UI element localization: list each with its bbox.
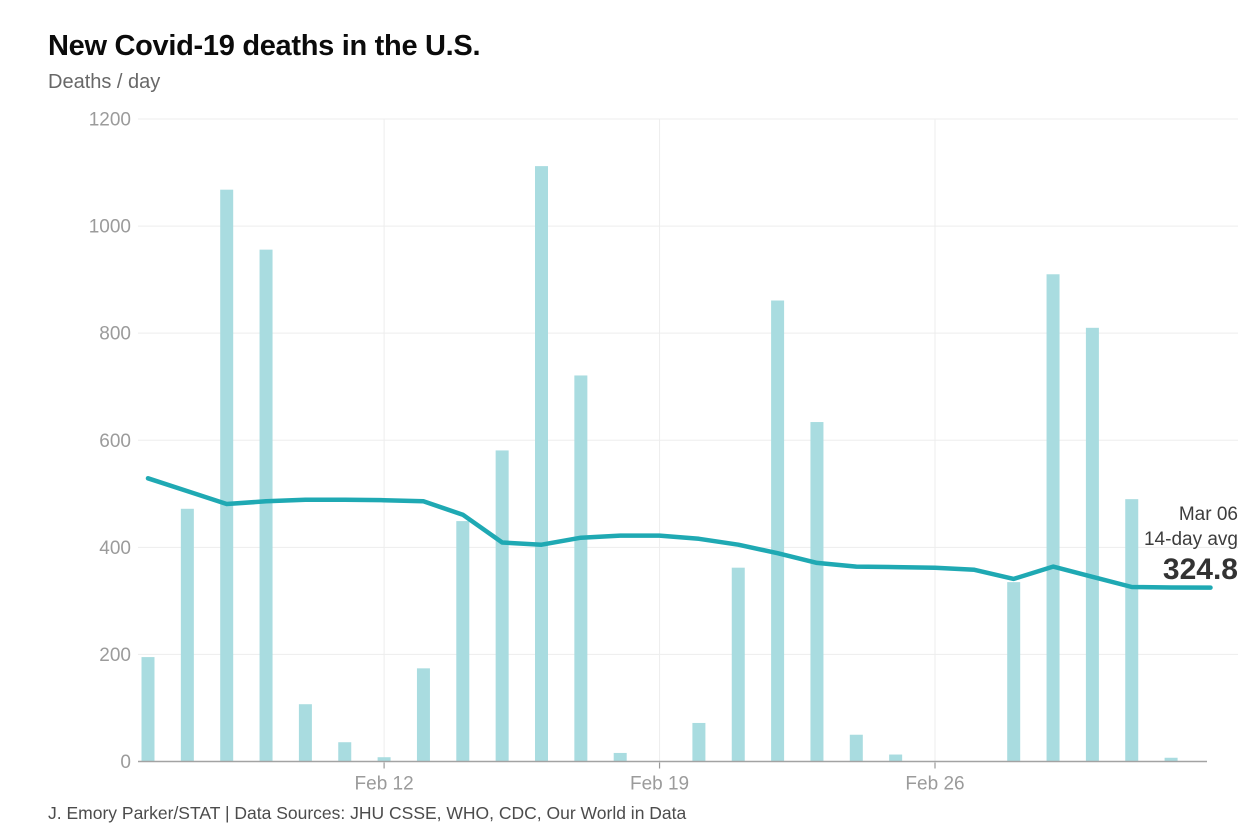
x-axis bbox=[138, 760, 1207, 769]
daily-deaths-bar bbox=[220, 189, 234, 762]
page-title: New Covid-19 deaths in the U.S. bbox=[48, 30, 481, 62]
gridlines bbox=[138, 118, 1238, 762]
latest-value-annotation: Mar 06 14-day avg 324.8 bbox=[1144, 502, 1238, 587]
daily-deaths-bar bbox=[771, 300, 785, 762]
x-axis-label: Feb 12 bbox=[355, 774, 414, 795]
y-axis-label: 0 bbox=[120, 752, 131, 773]
y-axis-label: 800 bbox=[99, 324, 131, 345]
daily-deaths-bar bbox=[810, 422, 824, 762]
y-axis-label: 1000 bbox=[89, 217, 131, 238]
daily-deaths-bar bbox=[1085, 327, 1099, 762]
daily-deaths-bar bbox=[1125, 499, 1139, 762]
y-axis-label: 600 bbox=[99, 431, 131, 452]
y-axis-label: 200 bbox=[99, 645, 131, 666]
daily-deaths-bar bbox=[613, 752, 627, 762]
daily-deaths-bar bbox=[1007, 582, 1021, 762]
daily-deaths-bar bbox=[456, 521, 470, 762]
y-axis-label: 1200 bbox=[89, 110, 131, 131]
x-axis-label: Feb 19 bbox=[630, 774, 689, 795]
y-axis-label: 400 bbox=[99, 538, 131, 559]
annotation-date: Mar 06 bbox=[1178, 504, 1238, 525]
daily-deaths-bar bbox=[574, 375, 588, 762]
daily-deaths-bar bbox=[495, 450, 509, 762]
daily-deaths-bar bbox=[1046, 274, 1060, 762]
daily-deaths-bar bbox=[180, 508, 194, 762]
daily-deaths-bar bbox=[338, 742, 352, 762]
avg-line-path bbox=[145, 476, 1213, 590]
x-axis-label: Feb 26 bbox=[905, 774, 964, 795]
daily-deaths-bar bbox=[141, 657, 155, 762]
axis-labels: 0 200 400 600 800 1000 1200 Feb 12 Feb 19 Feb 26 bbox=[89, 110, 965, 795]
annotation-label: 14-day avg bbox=[1143, 529, 1238, 550]
annotation-value: 324.8 bbox=[1162, 553, 1238, 586]
daily-deaths-bar bbox=[692, 722, 706, 762]
daily-deaths-bar bbox=[377, 757, 391, 762]
daily-deaths-bar bbox=[416, 668, 430, 762]
y-axis-unit-label: Deaths / day bbox=[48, 71, 161, 93]
daily-deaths-bar bbox=[259, 249, 273, 762]
daily-deaths-bar bbox=[731, 567, 745, 762]
avg-line-group bbox=[145, 476, 1213, 590]
daily-deaths-bar bbox=[849, 734, 863, 762]
daily-deaths-bar bbox=[889, 754, 903, 762]
daily-deaths-bar bbox=[1164, 757, 1178, 762]
daily-deaths-bar bbox=[535, 166, 548, 762]
bars-group bbox=[141, 166, 1178, 762]
source-credit: J. Emory Parker/STAT | Data Sources: JHU… bbox=[48, 803, 687, 823]
daily-deaths-bar bbox=[298, 704, 312, 762]
